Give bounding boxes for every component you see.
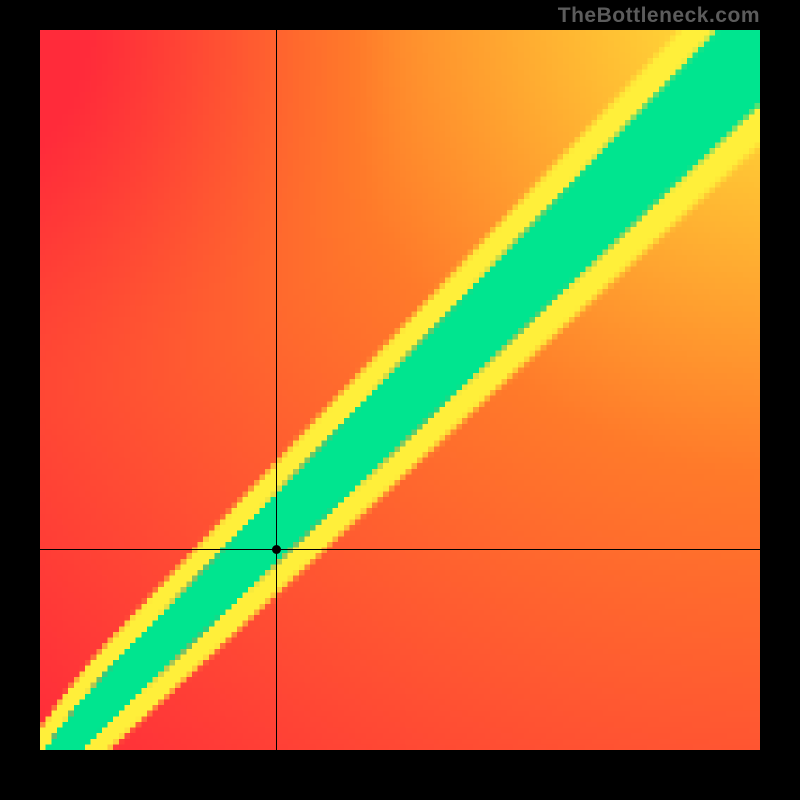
crosshair-vertical <box>276 30 277 750</box>
watermark-text: TheBottleneck.com <box>558 4 760 28</box>
selection-marker <box>272 545 281 554</box>
crosshair-horizontal <box>40 549 760 550</box>
bottleneck-heatmap <box>40 30 760 750</box>
